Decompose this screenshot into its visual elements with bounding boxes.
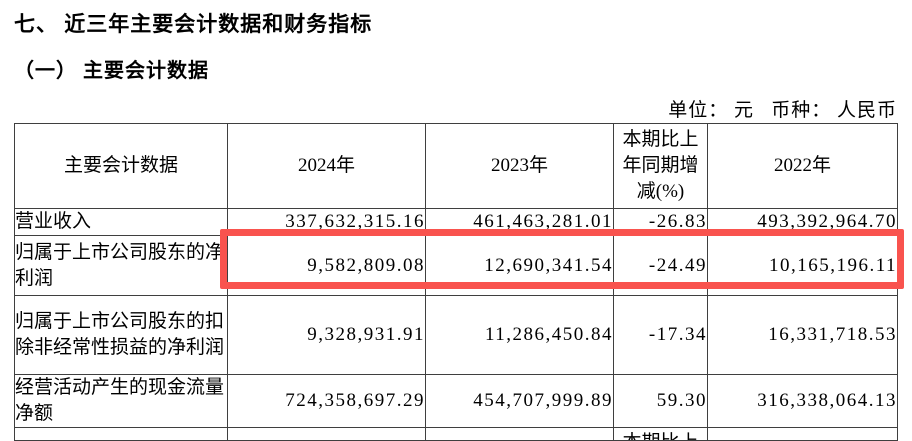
row-label: 经营活动产生的现金流量净额 (14, 374, 228, 428)
partial-cell (227, 427, 426, 441)
value-change-pct: -24.49 (613, 235, 708, 296)
value-2024: 9,328,931.91 (227, 295, 426, 375)
subsection-title: （一） 主要会计数据 (14, 60, 209, 82)
unit-currency-note: 单位： 元 币种： 人民币 (668, 100, 897, 121)
table-row-operating-cash-flow: 经营活动产生的现金流量净额 724,358,697.29 454,707,999… (14, 374, 898, 428)
row-label: 归属于上市公司股东的扣除非经常性损益的净利润 (14, 295, 228, 375)
row-label: 归属于上市公司股东的净利润 (14, 235, 228, 296)
table-row-operating-revenue: 营业收入 337,632,315.16 461,463,281.01 -26.8… (14, 208, 898, 236)
partial-cell (707, 427, 898, 441)
partial-cell (425, 427, 614, 441)
table-row-partial-clipped: 本期比上年同期增减(%) (14, 427, 898, 441)
section-title: 七、 近三年主要会计数据和财务指标 (14, 12, 373, 36)
value-2022: 16,331,718.53 (707, 295, 898, 375)
header-change-pct: 本期比上年同期增减(%) (613, 123, 708, 209)
table-header-row: 主要会计数据 2024年 2023年 本期比上年同期增减(%) 2022年 (14, 123, 898, 209)
value-2024: 9,582,809.08 (227, 235, 426, 296)
table-row-net-profit: 归属于上市公司股东的净利润 9,582,809.08 12,690,341.54… (14, 235, 898, 296)
value-2022: 493,392,964.70 (707, 208, 898, 236)
key-accounting-data-table: 主要会计数据 2024年 2023年 本期比上年同期增减(%) 2022年 营业… (14, 123, 898, 441)
value-2022: 316,338,064.13 (707, 374, 898, 428)
clipped-text-fragment: 本期比上年同期增减(%) (615, 429, 707, 440)
value-2023: 461,463,281.01 (425, 208, 614, 236)
partial-cell: 本期比上年同期增减(%) (613, 427, 708, 441)
value-2023: 11,286,450.84 (425, 295, 614, 375)
header-2024: 2024年 (227, 123, 426, 209)
partial-cell (14, 427, 228, 441)
header-2023: 2023年 (425, 123, 614, 209)
value-change-pct: -26.83 (613, 208, 708, 236)
value-2024: 337,632,315.16 (227, 208, 426, 236)
row-label: 营业收入 (14, 208, 228, 236)
value-2024: 724,358,697.29 (227, 374, 426, 428)
header-2022: 2022年 (707, 123, 898, 209)
value-change-pct: 59.30 (613, 374, 708, 428)
header-indicator: 主要会计数据 (14, 123, 228, 209)
value-2023: 454,707,999.89 (425, 374, 614, 428)
value-2023: 12,690,341.54 (425, 235, 614, 296)
table-row-net-profit-excl-nonrecurring: 归属于上市公司股东的扣除非经常性损益的净利润 9,328,931.91 11,2… (14, 295, 898, 375)
value-change-pct: -17.34 (613, 295, 708, 375)
value-2022: 10,165,196.11 (707, 235, 898, 296)
